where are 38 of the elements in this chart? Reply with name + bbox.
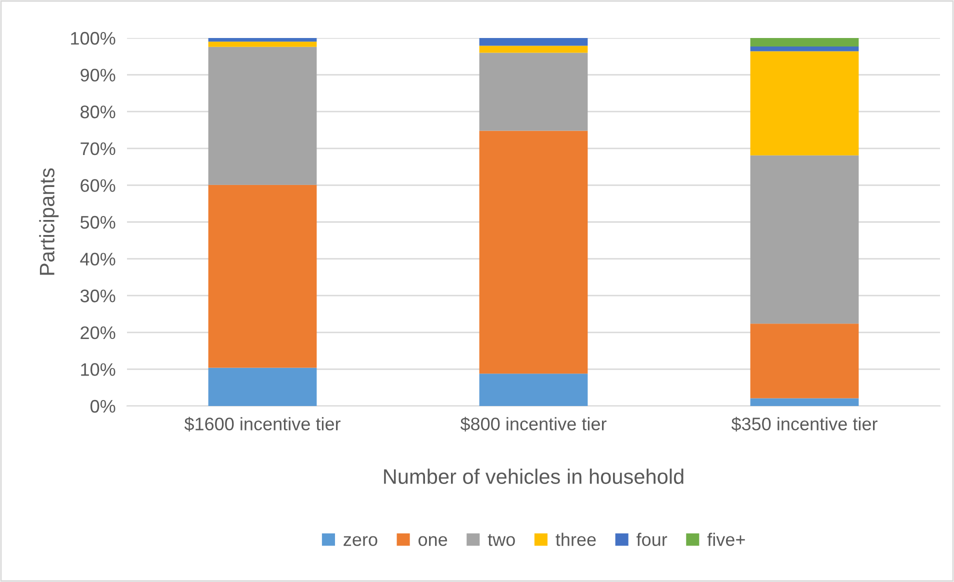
x-axis-title: Number of vehicles in household [384,468,684,484]
legend-label: three [556,532,596,546]
bar [750,51,859,156]
legend-label: one [418,536,448,546]
bar [208,38,317,42]
y-tick-label: 0% [90,400,116,413]
bar [479,52,588,131]
legend-label: zero [344,536,378,546]
bar [750,46,859,52]
bar [479,374,588,406]
x-tick-label: $350 incentive tier [731,416,878,432]
bar [750,324,859,398]
legend-label: four [636,532,668,546]
bar [479,130,588,374]
bar [208,46,317,185]
bar [750,38,859,46]
x-tick-label: $1600 incentive tier [184,416,340,432]
y-tick-label: 90% [80,68,116,82]
y-tick-label: 30% [80,290,116,302]
bar [208,368,317,406]
y-axis-title: Participants [39,168,59,275]
y-tick-label: 80% [80,106,116,118]
y-tick-label: 40% [80,252,116,266]
bar [479,46,588,53]
y-tick-label: 100% [71,32,116,45]
y-tick-label: 70% [80,142,116,156]
y-tick-label: 20% [80,326,116,340]
y-tick-label: 60% [80,179,116,192]
bar [750,155,859,324]
bar [750,398,859,406]
legend-label: two [488,534,515,546]
y-tick-label: 10% [81,363,116,376]
bar [208,184,317,368]
x-tick-label: $800 incentive tier [460,416,606,432]
legend-label: five+ [707,532,745,546]
y-tick-label: 50% [80,216,116,229]
bar [479,38,588,46]
bar [208,42,317,47]
